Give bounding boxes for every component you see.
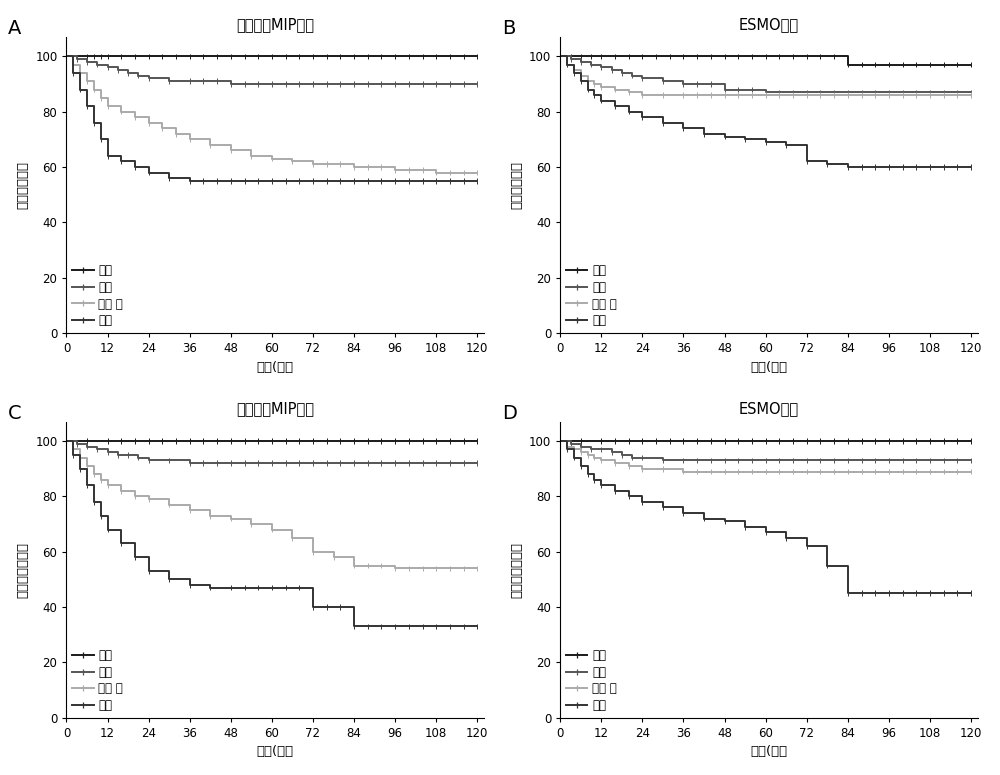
Title: ESMO模型: ESMO模型 (739, 401, 799, 416)
X-axis label: 时间(月）: 时间(月） (257, 746, 294, 758)
Legend: 低危, 中危, 高中 危, 高危: 低危, 中危, 高中 危, 高危 (566, 649, 617, 712)
Y-axis label: 疾病特异生存率: 疾病特异生存率 (510, 542, 523, 598)
Legend: 低危, 中危, 高中 危, 高危: 低危, 中危, 高中 危, 高危 (72, 264, 123, 327)
Text: D: D (502, 404, 517, 423)
Text: A: A (8, 19, 21, 38)
X-axis label: 时间(月）: 时间(月） (257, 360, 294, 374)
Y-axis label: 疾病特异生存率: 疾病特异生存率 (17, 542, 30, 598)
Text: B: B (502, 19, 515, 38)
Legend: 低危, 中危, 高中 危, 高危: 低危, 中危, 高中 危, 高危 (72, 649, 123, 712)
Title: 本专利中MIP模型: 本专利中MIP模型 (236, 401, 314, 416)
Y-axis label: 无复发生存率: 无复发生存率 (510, 161, 523, 209)
X-axis label: 时间(月）: 时间(月） (751, 360, 788, 374)
Text: C: C (8, 404, 22, 423)
Title: 本专利中MIP模型: 本专利中MIP模型 (236, 17, 314, 32)
Legend: 低危, 中危, 高中 危, 高危: 低危, 中危, 高中 危, 高危 (566, 264, 617, 327)
X-axis label: 时间(月）: 时间(月） (751, 746, 788, 758)
Y-axis label: 无复发生存率: 无复发生存率 (17, 161, 30, 209)
Title: ESMO模型: ESMO模型 (739, 17, 799, 32)
